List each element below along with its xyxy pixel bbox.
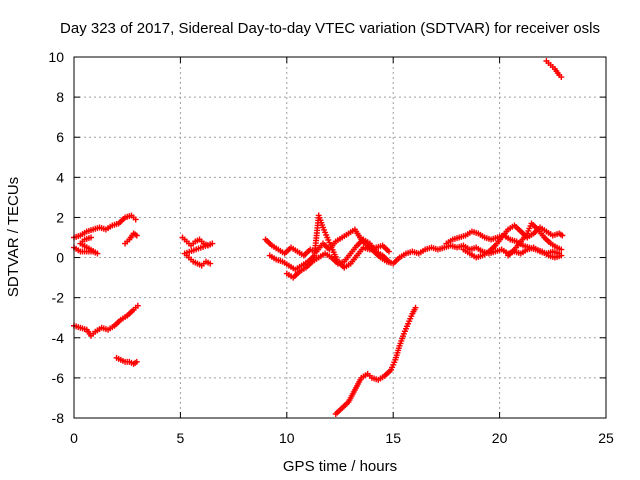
- data-point: [134, 302, 141, 309]
- x-tick-label: 10: [279, 430, 295, 446]
- x-axis-label: GPS time / hours: [283, 458, 397, 475]
- x-tick-label: 15: [385, 430, 401, 446]
- data-point: [207, 260, 214, 267]
- x-tick-label: 25: [598, 430, 614, 446]
- series-seg-b-minus3: [71, 302, 141, 339]
- series-seg-b-minus5: [113, 354, 140, 367]
- y-tick-label: 4: [56, 169, 64, 185]
- y-tick-label: 10: [48, 49, 64, 65]
- y-tick-label: 2: [56, 209, 64, 225]
- data-point: [558, 252, 565, 259]
- data-point: [385, 248, 392, 255]
- data-point: [558, 74, 565, 81]
- data-point: [132, 216, 139, 223]
- grid: [74, 57, 606, 418]
- series-seg-c: [179, 234, 216, 269]
- data-point: [88, 234, 95, 241]
- x-tick-label: 20: [492, 430, 508, 446]
- y-tick-label: 6: [56, 129, 64, 145]
- y-tick-label: -8: [52, 410, 65, 426]
- series-seg-d-3: [283, 236, 392, 281]
- data-point: [558, 246, 565, 253]
- chart-title: Day 323 of 2017, Sidereal Day-to-day VTE…: [60, 20, 600, 37]
- data-point: [133, 358, 140, 365]
- y-tick-label: 0: [56, 250, 64, 266]
- x-tick-label: 0: [70, 430, 78, 446]
- series-seg-f-top: [543, 58, 565, 81]
- data-point: [412, 304, 419, 311]
- axis-ticks: 0 5 10 15 20 25 -8 -6 -4 -2 0 2 4 6 8 10: [48, 49, 614, 446]
- y-tick-label: -6: [52, 370, 65, 386]
- series-seg-d-4: [443, 228, 565, 261]
- series-seg-d-2: [266, 212, 392, 273]
- y-tick-label: -2: [52, 290, 65, 306]
- y-tick-label: 8: [56, 89, 64, 105]
- series-seg-a-tail: [122, 230, 140, 247]
- series-seg-e-ramp: [332, 304, 419, 417]
- data-point: [133, 232, 140, 239]
- series-seg-a-upper: [71, 212, 139, 241]
- data-point: [559, 232, 566, 239]
- y-tick-label: -4: [52, 330, 65, 346]
- data-points: [71, 58, 566, 417]
- x-tick-label: 5: [177, 430, 185, 446]
- plot-frame: [73, 56, 607, 419]
- y-axis-label: SDTVAR / TECUs: [5, 177, 22, 297]
- data-point: [385, 258, 392, 265]
- series-seg-d-6: [505, 220, 565, 259]
